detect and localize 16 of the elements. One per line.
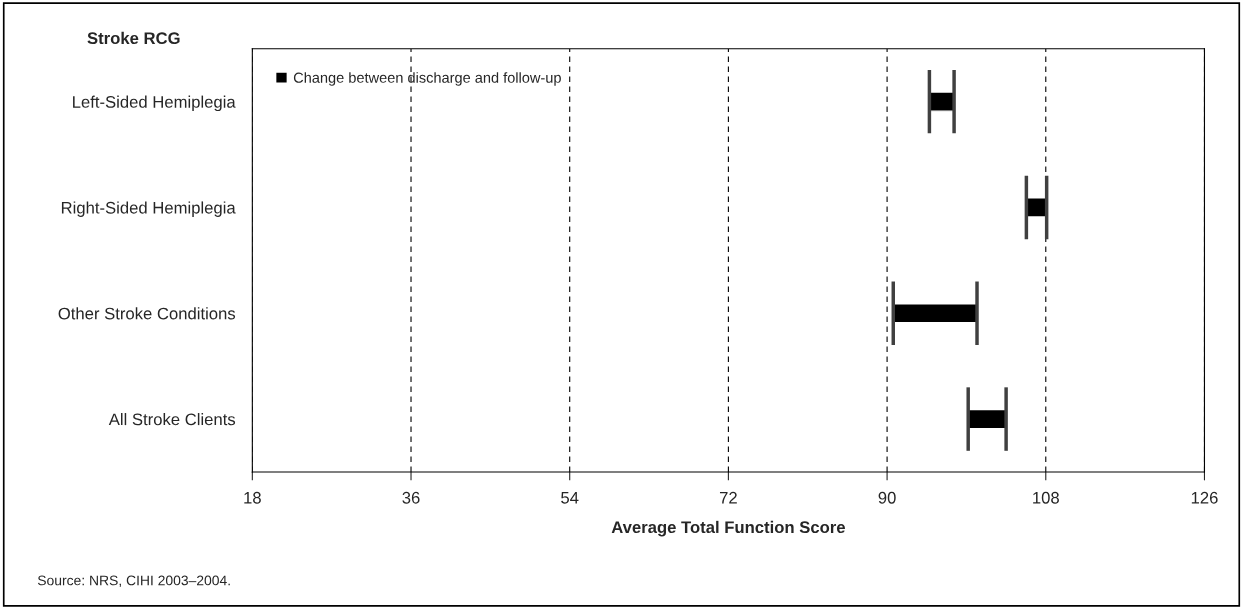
bar [892, 303, 978, 324]
x-tick-label: 90 [878, 491, 896, 504]
y-tick-label: All Stroke Clients [108, 413, 236, 426]
x-tick-label: 72 [719, 491, 737, 504]
y-axis-title: Stroke RCG [87, 31, 180, 45]
x-tick-label: 54 [561, 492, 579, 504]
legend-label: Change between discharge and follow-up [293, 72, 561, 86]
x-tick-label: 18 [244, 491, 261, 504]
source-note: Source: NRS, CIHI 2003–2004. [37, 575, 230, 587]
x-axis-title: Average Total Function Score [611, 520, 845, 537]
y-tick-label: Right-Sided Hemiplegia [61, 201, 236, 217]
y-tick-label: Other Stroke Conditions [58, 307, 236, 320]
x-tick-label: 108 [1033, 491, 1059, 504]
x-tick-label: 36 [402, 491, 420, 504]
x-tick-label: 126 [1191, 491, 1218, 504]
y-tick-label: Left-Sided Hemiplegia [73, 95, 236, 112]
